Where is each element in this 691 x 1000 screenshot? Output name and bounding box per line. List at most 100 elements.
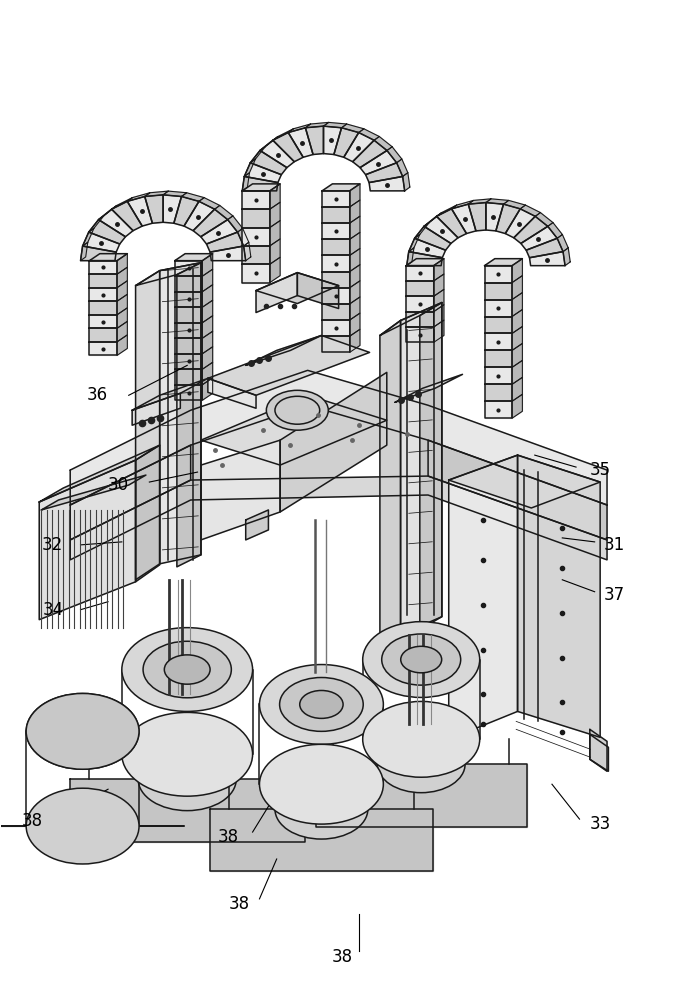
- Polygon shape: [202, 347, 213, 369]
- Polygon shape: [202, 378, 213, 400]
- Polygon shape: [420, 303, 442, 630]
- Text: 37: 37: [603, 586, 625, 604]
- Polygon shape: [245, 163, 281, 183]
- Polygon shape: [407, 252, 442, 266]
- Polygon shape: [484, 259, 522, 266]
- Polygon shape: [350, 232, 360, 255]
- Polygon shape: [202, 362, 213, 385]
- Polygon shape: [512, 343, 522, 367]
- Ellipse shape: [26, 693, 139, 769]
- Polygon shape: [144, 195, 163, 223]
- Polygon shape: [563, 248, 570, 266]
- Polygon shape: [117, 267, 127, 288]
- Polygon shape: [175, 323, 202, 338]
- Polygon shape: [536, 213, 553, 226]
- Ellipse shape: [266, 390, 328, 430]
- Polygon shape: [243, 264, 269, 283]
- Polygon shape: [246, 510, 268, 540]
- Polygon shape: [529, 252, 565, 266]
- Polygon shape: [184, 201, 215, 231]
- Polygon shape: [177, 263, 201, 567]
- Polygon shape: [117, 254, 127, 274]
- Polygon shape: [269, 202, 280, 228]
- Polygon shape: [409, 235, 419, 252]
- Polygon shape: [512, 310, 522, 333]
- Ellipse shape: [26, 788, 139, 864]
- Polygon shape: [135, 263, 201, 286]
- Ellipse shape: [138, 748, 236, 811]
- Polygon shape: [127, 197, 153, 226]
- Ellipse shape: [122, 628, 253, 711]
- Polygon shape: [135, 271, 160, 580]
- Polygon shape: [322, 320, 350, 336]
- Polygon shape: [89, 288, 117, 301]
- Polygon shape: [468, 199, 491, 204]
- Polygon shape: [406, 327, 433, 342]
- Polygon shape: [527, 238, 563, 258]
- Polygon shape: [297, 273, 339, 309]
- Polygon shape: [288, 124, 310, 133]
- Polygon shape: [199, 198, 220, 209]
- Polygon shape: [350, 281, 360, 304]
- Polygon shape: [83, 232, 120, 252]
- Polygon shape: [514, 216, 548, 243]
- Polygon shape: [344, 133, 374, 162]
- Ellipse shape: [164, 655, 210, 684]
- Polygon shape: [256, 273, 297, 313]
- Ellipse shape: [122, 712, 253, 796]
- Polygon shape: [175, 254, 213, 261]
- Polygon shape: [484, 317, 512, 333]
- Polygon shape: [322, 207, 350, 223]
- Polygon shape: [557, 235, 568, 252]
- Polygon shape: [350, 216, 360, 239]
- Polygon shape: [215, 205, 233, 220]
- Polygon shape: [322, 184, 360, 191]
- Polygon shape: [201, 440, 280, 540]
- Polygon shape: [269, 221, 280, 246]
- Text: 34: 34: [42, 601, 64, 619]
- Ellipse shape: [260, 744, 384, 824]
- Polygon shape: [387, 147, 401, 163]
- Polygon shape: [484, 384, 512, 401]
- Polygon shape: [250, 151, 287, 175]
- Polygon shape: [89, 274, 117, 288]
- Polygon shape: [127, 193, 150, 201]
- Polygon shape: [451, 204, 476, 234]
- Polygon shape: [397, 159, 408, 176]
- Polygon shape: [243, 228, 269, 246]
- Polygon shape: [360, 151, 397, 175]
- Polygon shape: [322, 336, 350, 352]
- Polygon shape: [484, 333, 512, 350]
- Polygon shape: [202, 254, 213, 276]
- Polygon shape: [518, 455, 600, 737]
- Text: 30: 30: [108, 476, 129, 494]
- Polygon shape: [433, 289, 444, 312]
- Polygon shape: [89, 315, 117, 328]
- Ellipse shape: [363, 701, 480, 777]
- Polygon shape: [424, 216, 458, 243]
- Polygon shape: [350, 184, 360, 207]
- Polygon shape: [70, 779, 305, 842]
- Polygon shape: [395, 374, 462, 402]
- Polygon shape: [202, 285, 213, 307]
- Ellipse shape: [63, 718, 102, 745]
- Polygon shape: [409, 238, 446, 258]
- Polygon shape: [484, 266, 512, 283]
- Polygon shape: [424, 213, 442, 226]
- Polygon shape: [401, 303, 442, 635]
- Ellipse shape: [26, 693, 139, 769]
- Polygon shape: [245, 159, 256, 176]
- Polygon shape: [117, 281, 127, 301]
- Polygon shape: [521, 226, 557, 250]
- Polygon shape: [486, 203, 504, 231]
- Polygon shape: [288, 128, 313, 157]
- Polygon shape: [504, 200, 525, 209]
- Polygon shape: [175, 385, 202, 400]
- Polygon shape: [210, 246, 246, 261]
- Polygon shape: [228, 216, 243, 232]
- Polygon shape: [243, 209, 269, 228]
- Ellipse shape: [275, 779, 368, 839]
- Polygon shape: [193, 209, 228, 237]
- Polygon shape: [243, 176, 278, 191]
- Polygon shape: [468, 203, 486, 231]
